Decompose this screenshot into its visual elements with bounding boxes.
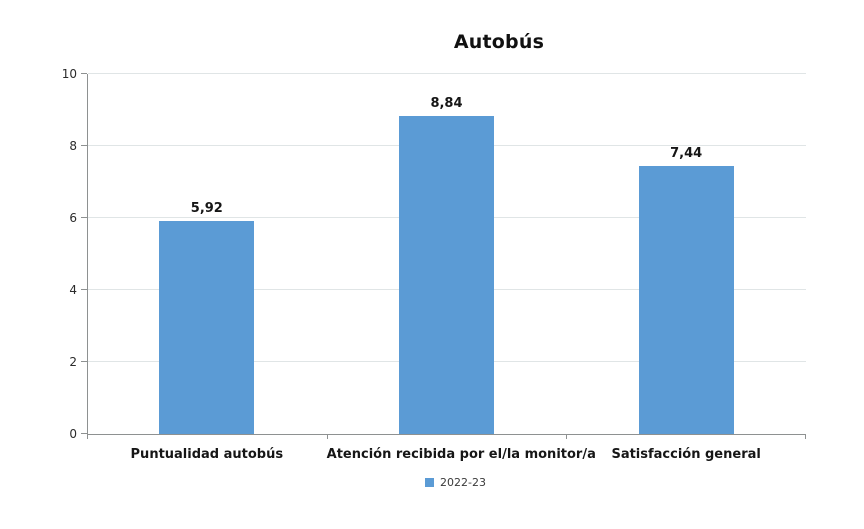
y-axis-tick	[81, 145, 87, 146]
y-axis-tick	[81, 73, 87, 74]
x-axis-tick	[566, 434, 567, 439]
y-axis-tick	[81, 361, 87, 362]
y-axis-tick-label: 4	[69, 283, 77, 297]
legend-swatch-icon	[425, 478, 435, 487]
bar	[638, 166, 734, 434]
y-axis-tick	[81, 289, 87, 290]
bar	[399, 115, 494, 434]
bar	[159, 220, 255, 434]
x-axis-tick	[87, 434, 88, 439]
y-axis-tick	[81, 433, 87, 434]
category-label: Satisfacción general	[611, 447, 761, 462]
value-label: 5,92	[190, 200, 223, 216]
x-axis-tick	[327, 434, 328, 439]
x-axis-tick	[805, 434, 806, 439]
legend-series-label: 2022-23	[440, 476, 486, 489]
y-axis-tick-label: 10	[61, 67, 77, 81]
y-axis-tick-label: 2	[69, 355, 77, 369]
y-axis-line	[87, 74, 88, 435]
gridline	[88, 73, 806, 74]
value-label: 8,84	[430, 95, 463, 111]
x-axis-line	[87, 434, 806, 435]
y-axis-tick-label: 6	[69, 211, 77, 225]
category-label: Atención recibida por el/la monitor/a	[326, 447, 596, 462]
y-axis-tick-label: 8	[69, 139, 77, 153]
plot-area: 0 2 4 6 8 10 5,92 Puntualidad autobús 8,84 Atenci…	[62, 67, 806, 462]
value-label: 7,44	[670, 146, 703, 162]
y-axis-tick-label: 0	[69, 427, 77, 441]
chart-title: Autobús	[453, 31, 545, 53]
y-axis-tick	[81, 217, 87, 218]
category-label: Puntualidad autobús	[130, 447, 284, 462]
legend: 2022-23	[96, 476, 815, 489]
